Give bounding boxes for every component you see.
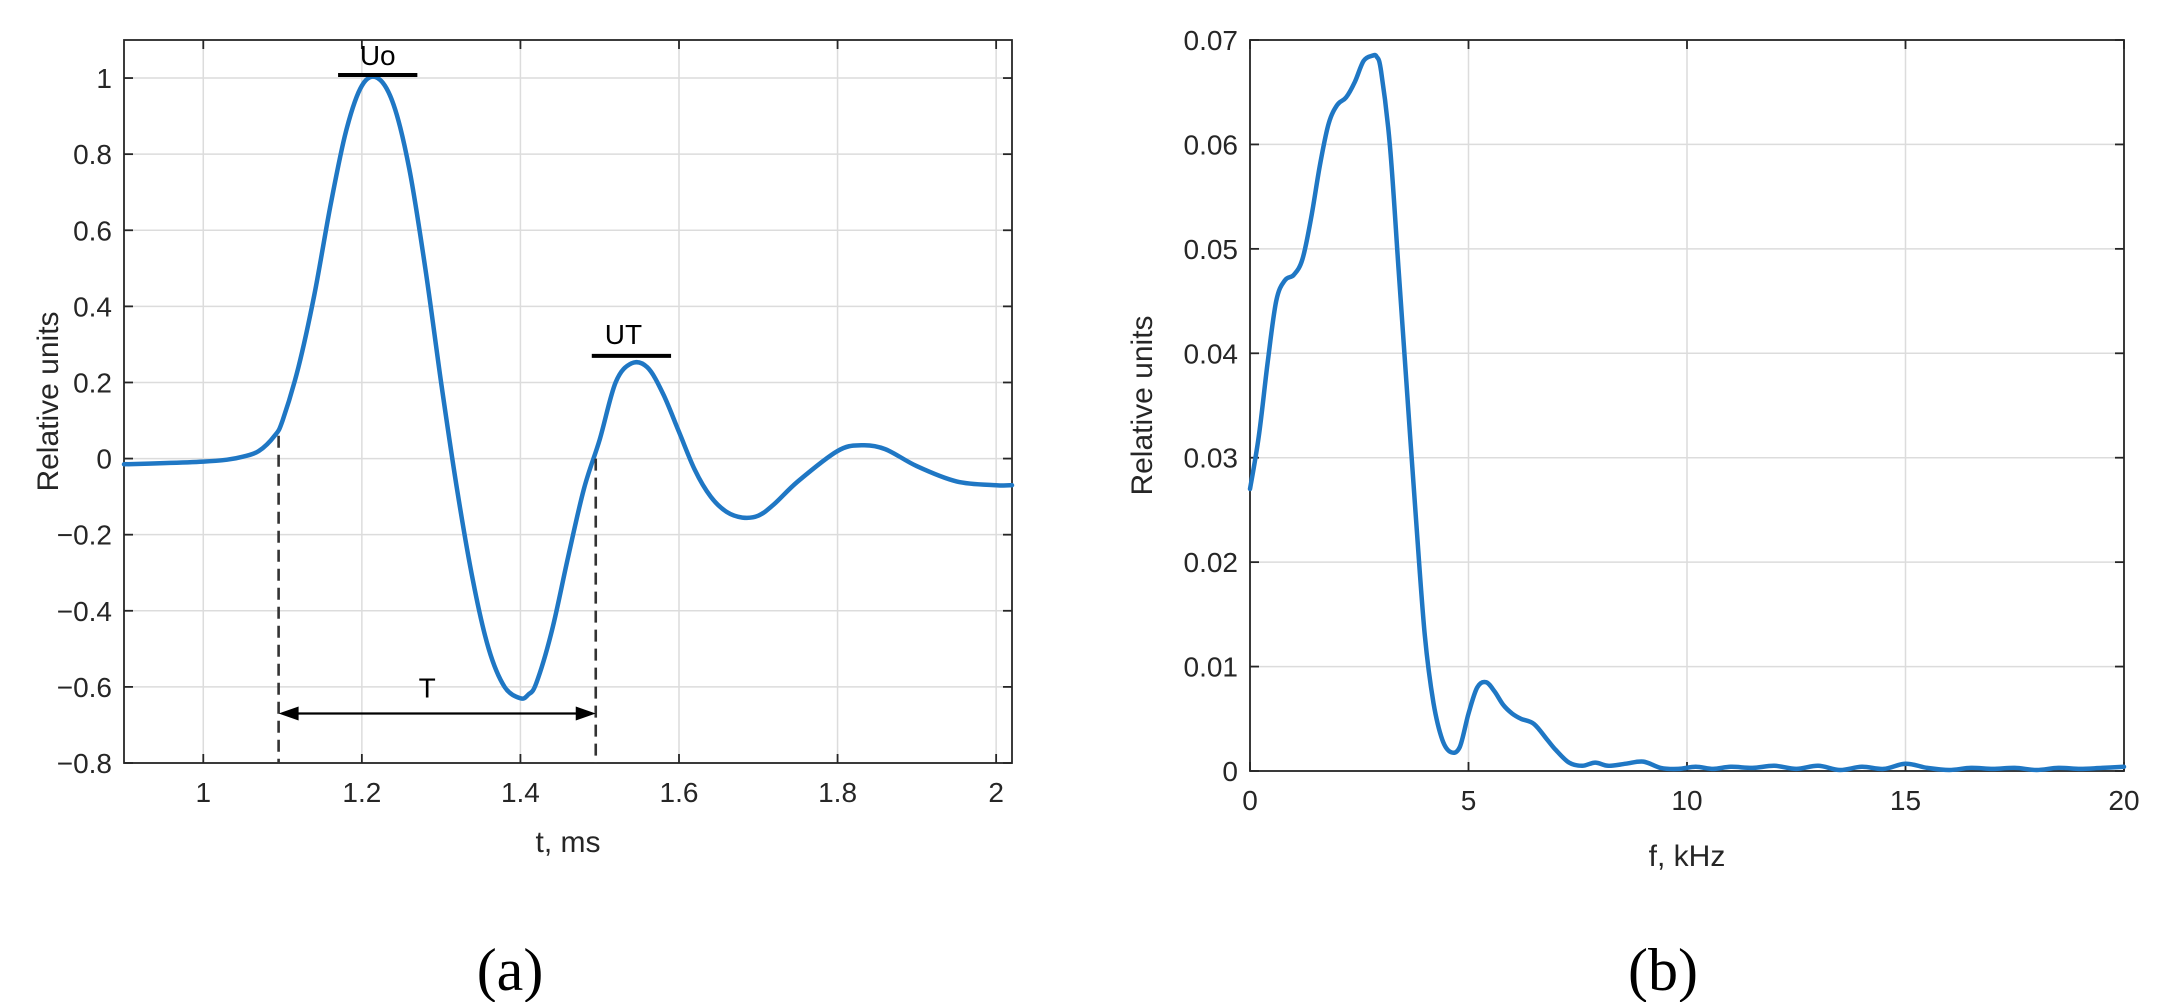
x-tick-label: 1 (195, 777, 211, 808)
x-tick-label: 0 (1242, 785, 1258, 816)
y-tick-label: 0.04 (1184, 338, 1239, 369)
period-arrowhead-left-icon (278, 706, 299, 721)
y-tick-label: −0.4 (57, 596, 112, 627)
y-tick-label: 1 (96, 63, 112, 94)
y-tick-label: 0.07 (1184, 25, 1239, 56)
chart-b-grid (1249, 39, 2125, 772)
ut-label: UT (605, 319, 642, 350)
y-tick-label: 0.6 (73, 215, 112, 246)
x-tick-label: 20 (2108, 785, 2139, 816)
chart-a-tick-labels: 1 1.2 1.4 1.6 1.8 2 −0.8 −0.6 −0.4 −0.2 0 0.2 0.4 0.6… (57, 63, 1004, 808)
chart-b-tick-labels: 0 5 10 15 20 0 0.01 0.02 0.03 0.04 0.05 0.06 0.07 (1184, 25, 2140, 816)
x-tick-label: 15 (1890, 785, 1921, 816)
chart-a: 1 1.2 1.4 1.6 1.8 2 −0.8 −0.6 −0.4 −0.2 0 0.2 0.4 0.6… (32, 39, 1015, 1002)
chart-b-series-line (1247, 52, 2127, 773)
x-tick-label: 2 (988, 777, 1004, 808)
x-tick-label: 5 (1461, 785, 1477, 816)
panel-label-b: (b) (1628, 937, 1698, 1002)
y-tick-label: −0.8 (57, 748, 112, 779)
chart-a-series-line (121, 74, 1015, 701)
chart-b-x-axis-label: f, kHz (1649, 840, 1726, 873)
y-tick-label: 0.2 (73, 367, 112, 398)
chart-a-annotations: Uo UT T (277, 40, 672, 763)
x-tick-label: 1.2 (342, 777, 381, 808)
chart-a-grid (124, 40, 1012, 764)
period-label: T (419, 673, 436, 704)
y-tick-label: 0.03 (1184, 443, 1239, 474)
chart-a-ticks (124, 40, 1012, 764)
y-tick-label: 0.01 (1184, 652, 1239, 683)
x-tick-label: 1.4 (501, 777, 540, 808)
chart-b-plot-frame (1249, 39, 2125, 772)
x-tick-label: 10 (1671, 785, 1702, 816)
x-tick-label: 1.8 (818, 777, 857, 808)
y-tick-label: 0.05 (1184, 234, 1239, 265)
y-tick-label: 0.06 (1184, 129, 1239, 160)
period-arrowhead-right-icon (575, 706, 596, 721)
x-tick-label: 1.6 (660, 777, 699, 808)
panel-label-a: (a) (477, 937, 544, 1002)
y-tick-label: −0.6 (57, 672, 112, 703)
chart-a-y-axis-label: Relative units (32, 311, 65, 491)
y-tick-label: −0.2 (57, 520, 112, 551)
chart-a-plot-frame (123, 39, 1013, 764)
y-tick-label: 0 (96, 444, 112, 475)
y-tick-label: 0 (1222, 756, 1238, 787)
chart-b: 0 5 10 15 20 0 0.01 0.02 0.03 0.04 0.05 0.06 0.07 f,… (1126, 25, 2140, 1002)
uo-label: Uo (360, 40, 396, 71)
chart-b-y-axis-label: Relative units (1126, 315, 1159, 495)
y-tick-label: 0.4 (73, 291, 112, 322)
chart-a-x-axis-label: t, ms (536, 826, 601, 859)
y-tick-label: 0.8 (73, 139, 112, 170)
y-tick-label: 0.02 (1184, 547, 1239, 578)
